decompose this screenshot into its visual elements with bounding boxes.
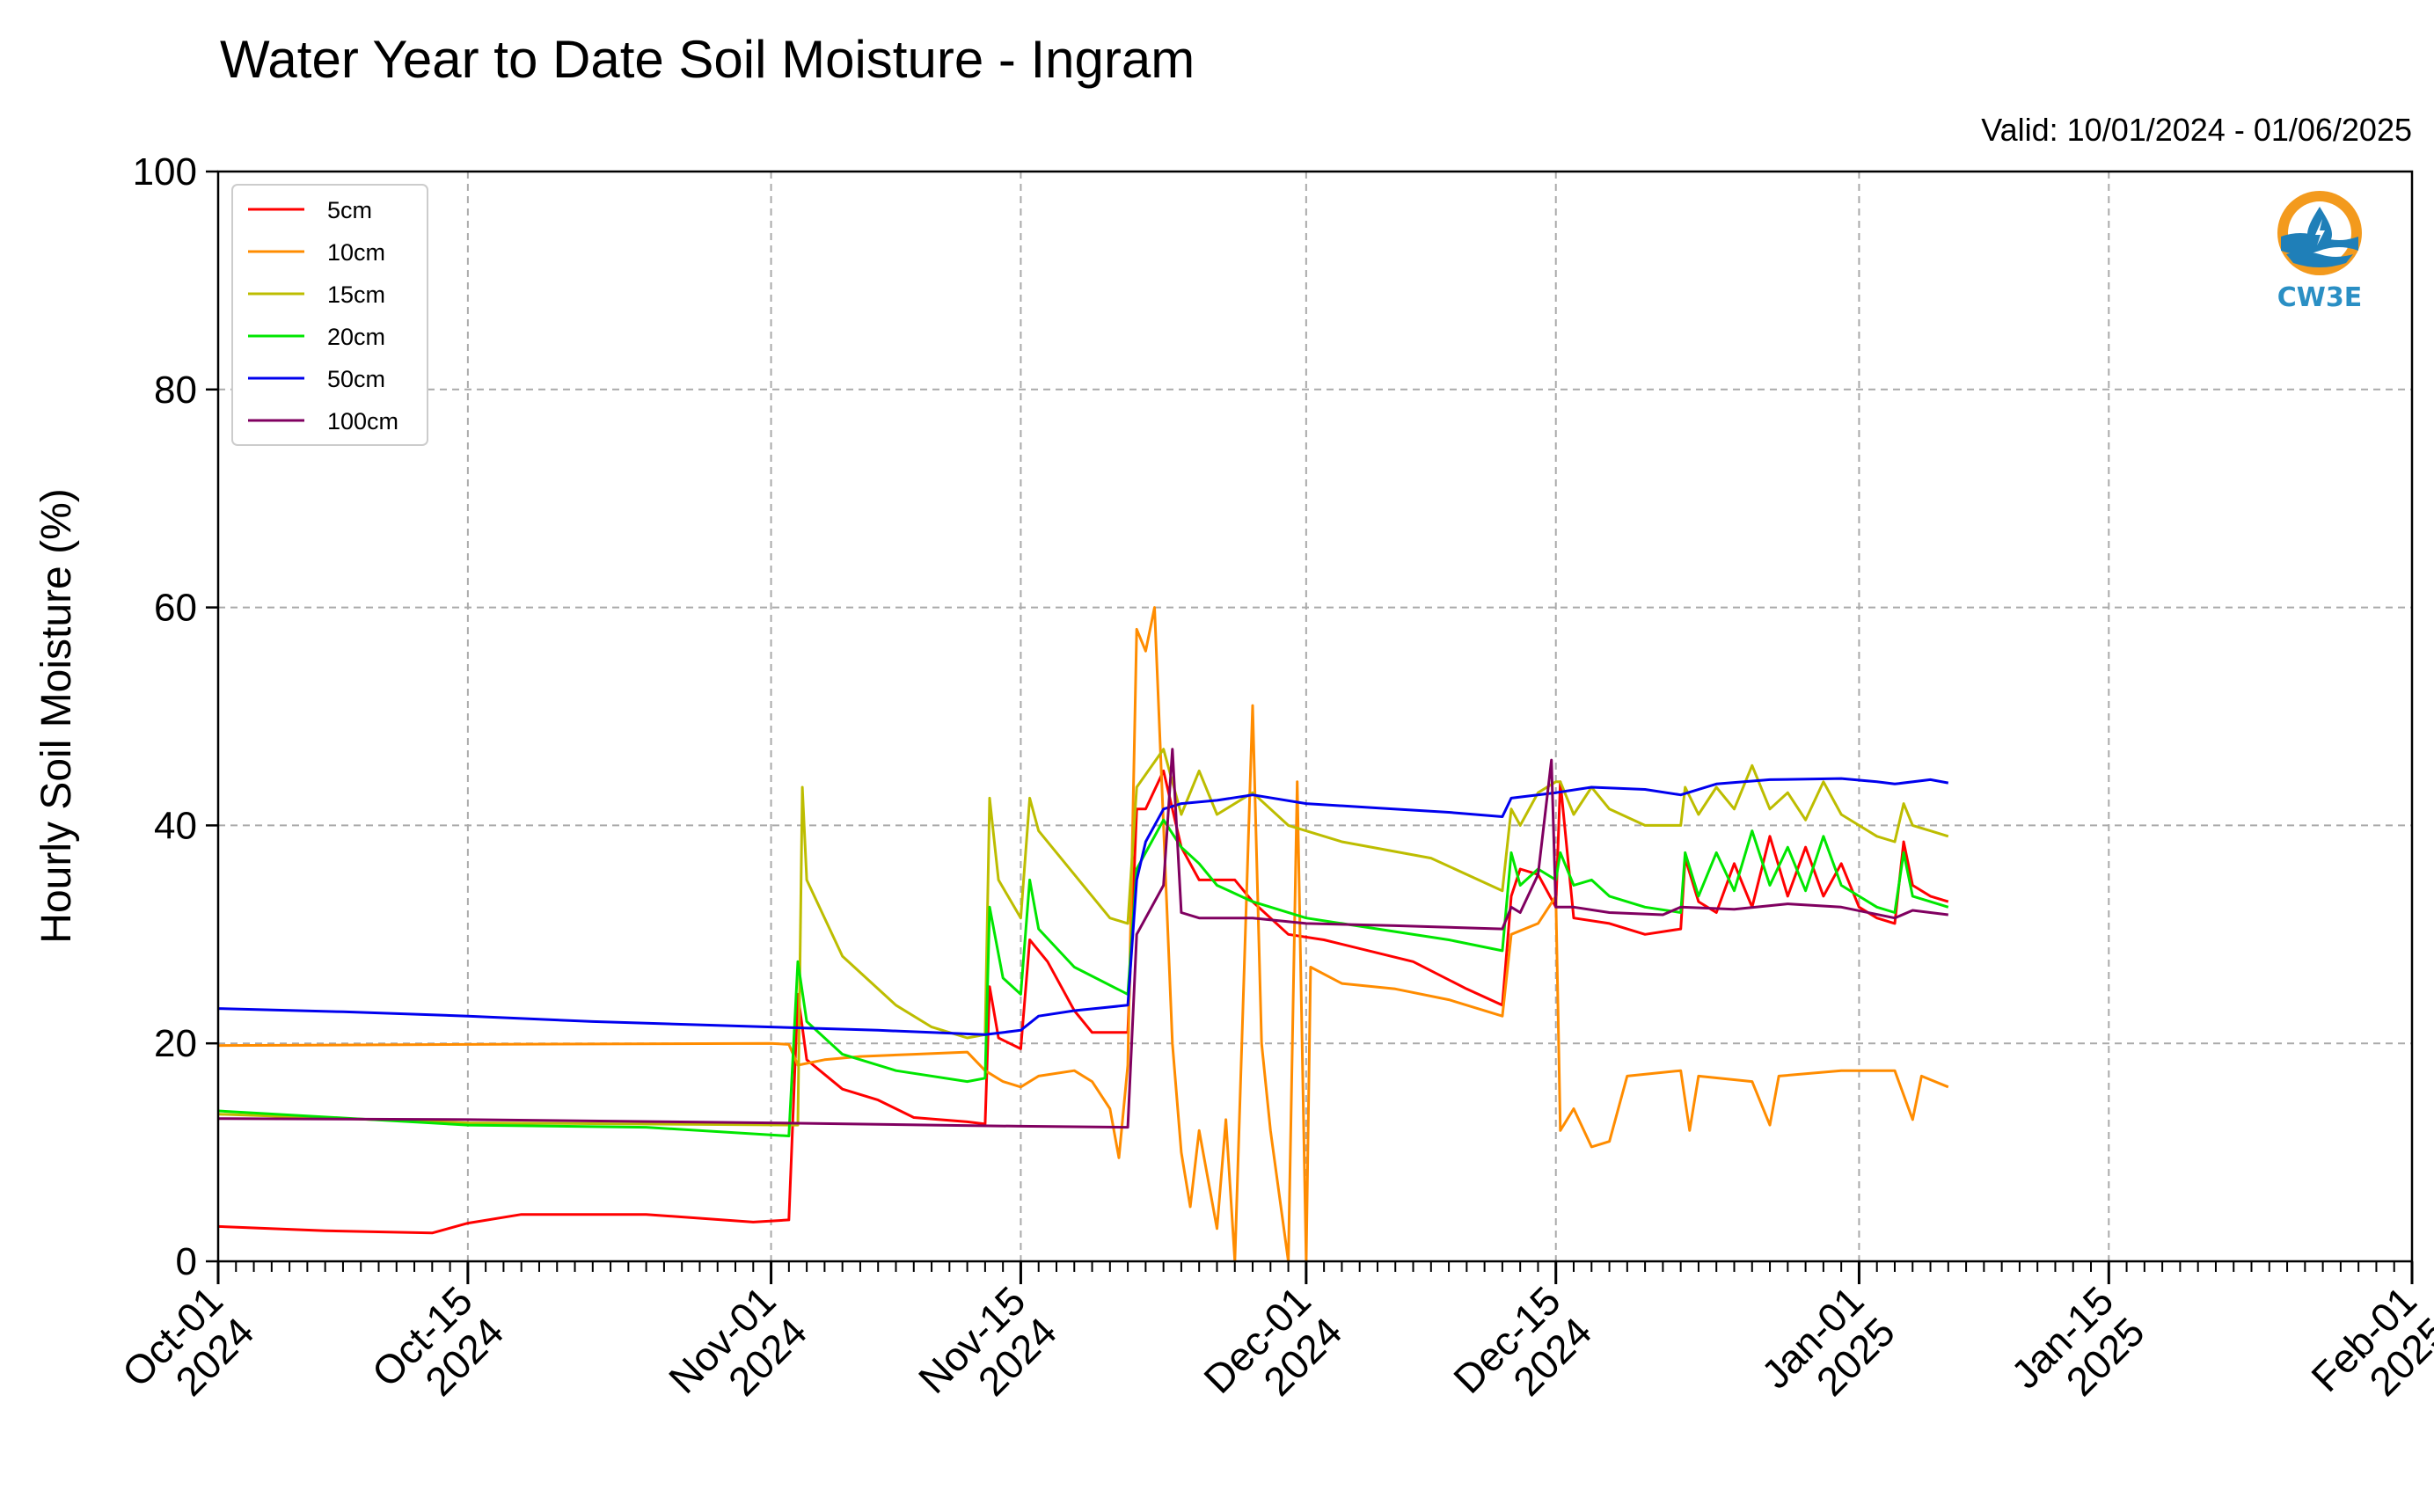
y-axis-label: Hourly Soil Moisture (%) [33,488,80,943]
legend-label-50cm: 50cm [327,366,385,392]
logo-waves-lower [2286,252,2353,267]
chart-subtitle: Valid: 10/01/2024 - 01/06/2025 [1981,112,2412,148]
series-line-5cm [217,769,1949,1235]
y-tick-label: 40 [154,804,197,847]
grid [218,172,2412,1261]
legend-label-20cm: 20cm [327,324,385,350]
y-tick-label: 20 [154,1022,197,1065]
legend-label-5cm: 5cm [327,197,372,223]
y-tick-label: 100 [133,150,197,194]
legend-label-15cm: 15cm [327,281,385,308]
logo-label: CW3E [2277,282,2362,313]
legend-label-100cm: 100cm [327,408,398,435]
series-line-100cm [217,748,1948,1129]
y-tick-label: 80 [154,369,197,412]
y-tick-label: 60 [154,587,197,630]
series-line-15cm [217,748,1949,1127]
bolt-icon [2315,219,2325,245]
cw3e-logo: CW3E [2277,191,2362,313]
series-lines [217,606,1949,1263]
series-line-20cm [217,818,1949,1137]
plot-frame [216,170,2414,1263]
series-line-10cm [217,606,1949,1263]
legend: 5cm 10cm 15cm 20cm 50cm 100cm [231,184,428,446]
series-line-50cm [217,777,1949,1036]
legend-box [231,184,428,446]
legend-label-10cm: 10cm [327,239,385,266]
y-tick-label: 0 [176,1240,197,1283]
chart-title: Water Year to Date Soil Moisture - Ingra… [220,30,1195,89]
